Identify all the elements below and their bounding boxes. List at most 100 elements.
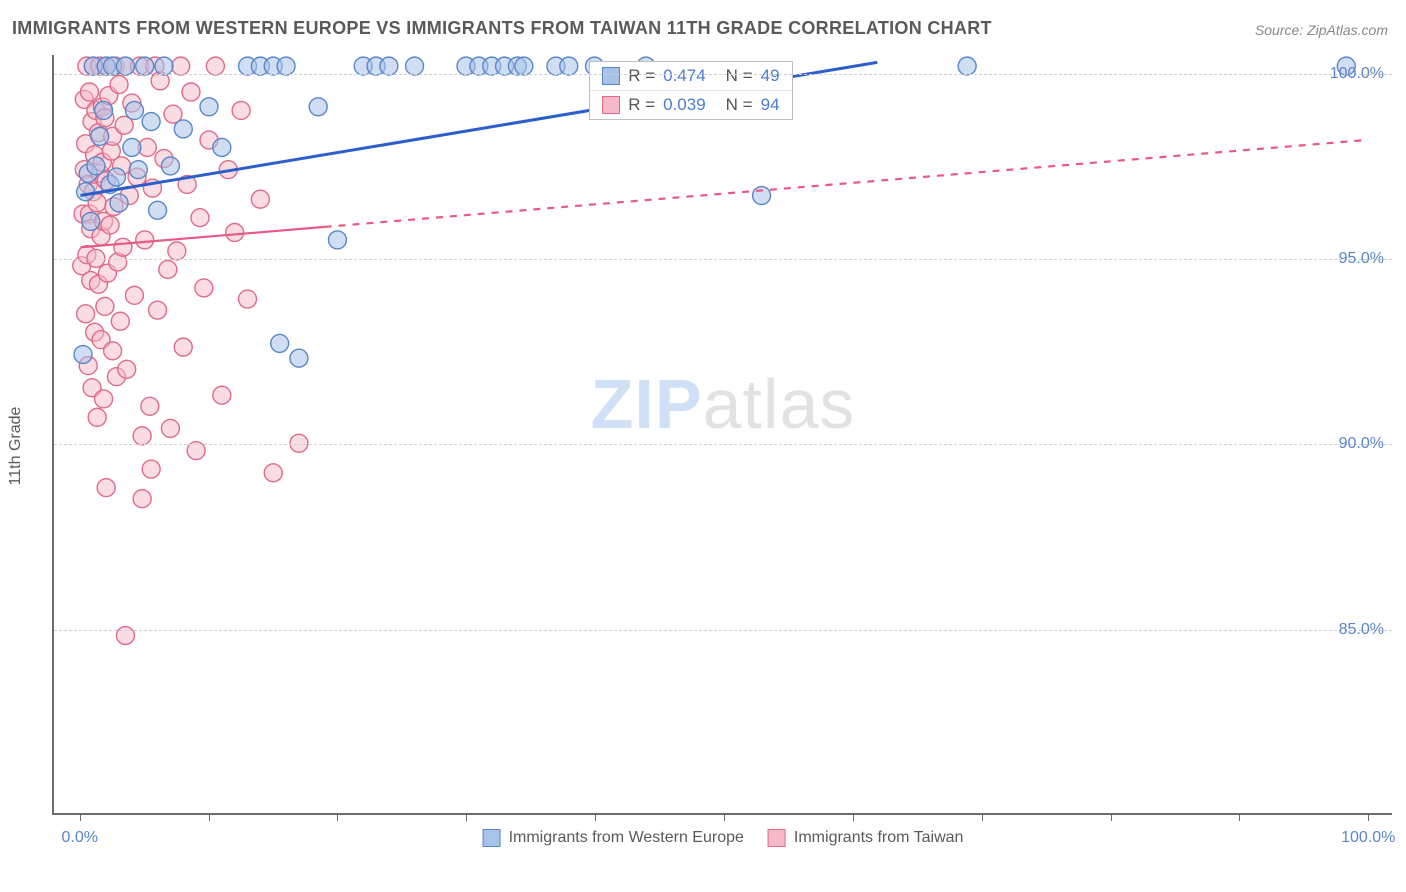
- scatter-point: [271, 334, 289, 352]
- scatter-point: [174, 120, 192, 138]
- scatter-point: [264, 464, 282, 482]
- gridline-h: [54, 259, 1392, 260]
- scatter-point: [149, 201, 167, 219]
- scatter-point: [161, 419, 179, 437]
- scatter-point: [97, 479, 115, 497]
- x-tick: [80, 813, 81, 821]
- scatter-point: [96, 297, 114, 315]
- scatter-point: [91, 127, 109, 145]
- x-tick-label: 100.0%: [1341, 829, 1395, 847]
- stats-row: R = 0.039 N = 94: [590, 91, 791, 119]
- scatter-point: [77, 305, 95, 323]
- x-tick: [209, 813, 210, 821]
- scatter-point: [195, 279, 213, 297]
- legend-swatch: [768, 829, 786, 847]
- stats-n-value: 94: [761, 95, 780, 115]
- scatter-point: [80, 83, 98, 101]
- scatter-point: [213, 386, 231, 404]
- source-text: Source: ZipAtlas.com: [1255, 22, 1388, 38]
- scatter-point: [380, 57, 398, 75]
- legend: Immigrants from Western EuropeImmigrants…: [483, 829, 964, 847]
- scatter-point: [107, 168, 125, 186]
- scatter-point: [114, 238, 132, 256]
- scatter-point: [133, 490, 151, 508]
- scatter-point: [133, 427, 151, 445]
- scatter-point: [174, 338, 192, 356]
- scatter-point: [251, 190, 269, 208]
- legend-label: Immigrants from Taiwan: [794, 829, 964, 847]
- stats-r-value: 0.039: [663, 95, 706, 115]
- scatter-point: [74, 346, 92, 364]
- scatter-point: [136, 231, 154, 249]
- scatter-point: [168, 242, 186, 260]
- stats-n-value: 49: [761, 66, 780, 86]
- x-tick: [466, 813, 467, 821]
- scatter-point: [95, 390, 113, 408]
- scatter-point: [110, 76, 128, 94]
- scatter-point: [111, 312, 129, 330]
- scatter-point: [753, 187, 771, 205]
- scatter-point: [206, 57, 224, 75]
- scatter-point: [142, 113, 160, 131]
- stats-swatch: [602, 96, 620, 114]
- gridline-h: [54, 630, 1392, 631]
- stats-r-label: R =: [628, 66, 655, 86]
- scatter-point: [159, 260, 177, 278]
- scatter-point: [200, 98, 218, 116]
- scatter-point: [406, 57, 424, 75]
- scatter-point: [239, 290, 257, 308]
- scatter-point: [329, 231, 347, 249]
- x-tick: [1368, 813, 1369, 821]
- scatter-point: [142, 460, 160, 478]
- scatter-point: [125, 286, 143, 304]
- stats-row: R = 0.474 N = 49: [590, 62, 791, 91]
- scatter-point: [232, 101, 250, 119]
- scatter-point: [172, 57, 190, 75]
- scatter-point: [82, 212, 100, 230]
- scatter-point: [123, 138, 141, 156]
- x-tick: [853, 813, 854, 821]
- scatter-point: [149, 301, 167, 319]
- scatter-point: [309, 98, 327, 116]
- x-tick: [982, 813, 983, 821]
- y-tick-label: 100.0%: [1330, 65, 1384, 83]
- scatter-point: [95, 101, 113, 119]
- scatter-point: [560, 57, 578, 75]
- scatter-point: [141, 397, 159, 415]
- scatter-point: [125, 101, 143, 119]
- scatter-point: [958, 57, 976, 75]
- scatter-point: [213, 138, 231, 156]
- gridline-h: [54, 74, 1392, 75]
- chart-title: IMMIGRANTS FROM WESTERN EUROPE VS IMMIGR…: [12, 18, 992, 39]
- scatter-point: [101, 216, 119, 234]
- scatter-point: [88, 408, 106, 426]
- stats-n-label: N =: [726, 66, 753, 86]
- scatter-point: [226, 224, 244, 242]
- gridline-h: [54, 444, 1392, 445]
- scatter-point: [191, 209, 209, 227]
- x-tick: [724, 813, 725, 821]
- trendline-dashed: [325, 140, 1366, 227]
- scatter-point: [515, 57, 533, 75]
- legend-swatch: [483, 829, 501, 847]
- scatter-point: [77, 183, 95, 201]
- chart-svg: [54, 55, 1392, 813]
- scatter-point: [129, 161, 147, 179]
- y-tick-label: 95.0%: [1339, 250, 1384, 268]
- scatter-point: [118, 360, 136, 378]
- stats-n-label: N =: [726, 95, 753, 115]
- scatter-point: [182, 83, 200, 101]
- correlation-stats-box: R = 0.474 N = 49 R = 0.039 N = 94: [589, 61, 792, 120]
- scatter-point: [290, 434, 308, 452]
- y-tick-label: 90.0%: [1339, 435, 1384, 453]
- scatter-point: [155, 57, 173, 75]
- scatter-point: [87, 157, 105, 175]
- scatter-point: [290, 349, 308, 367]
- scatter-point: [277, 57, 295, 75]
- scatter-point: [136, 57, 154, 75]
- scatter-point: [104, 342, 122, 360]
- stats-r-value: 0.474: [663, 66, 706, 86]
- stats-swatch: [602, 67, 620, 85]
- stats-r-label: R =: [628, 95, 655, 115]
- scatter-point: [161, 157, 179, 175]
